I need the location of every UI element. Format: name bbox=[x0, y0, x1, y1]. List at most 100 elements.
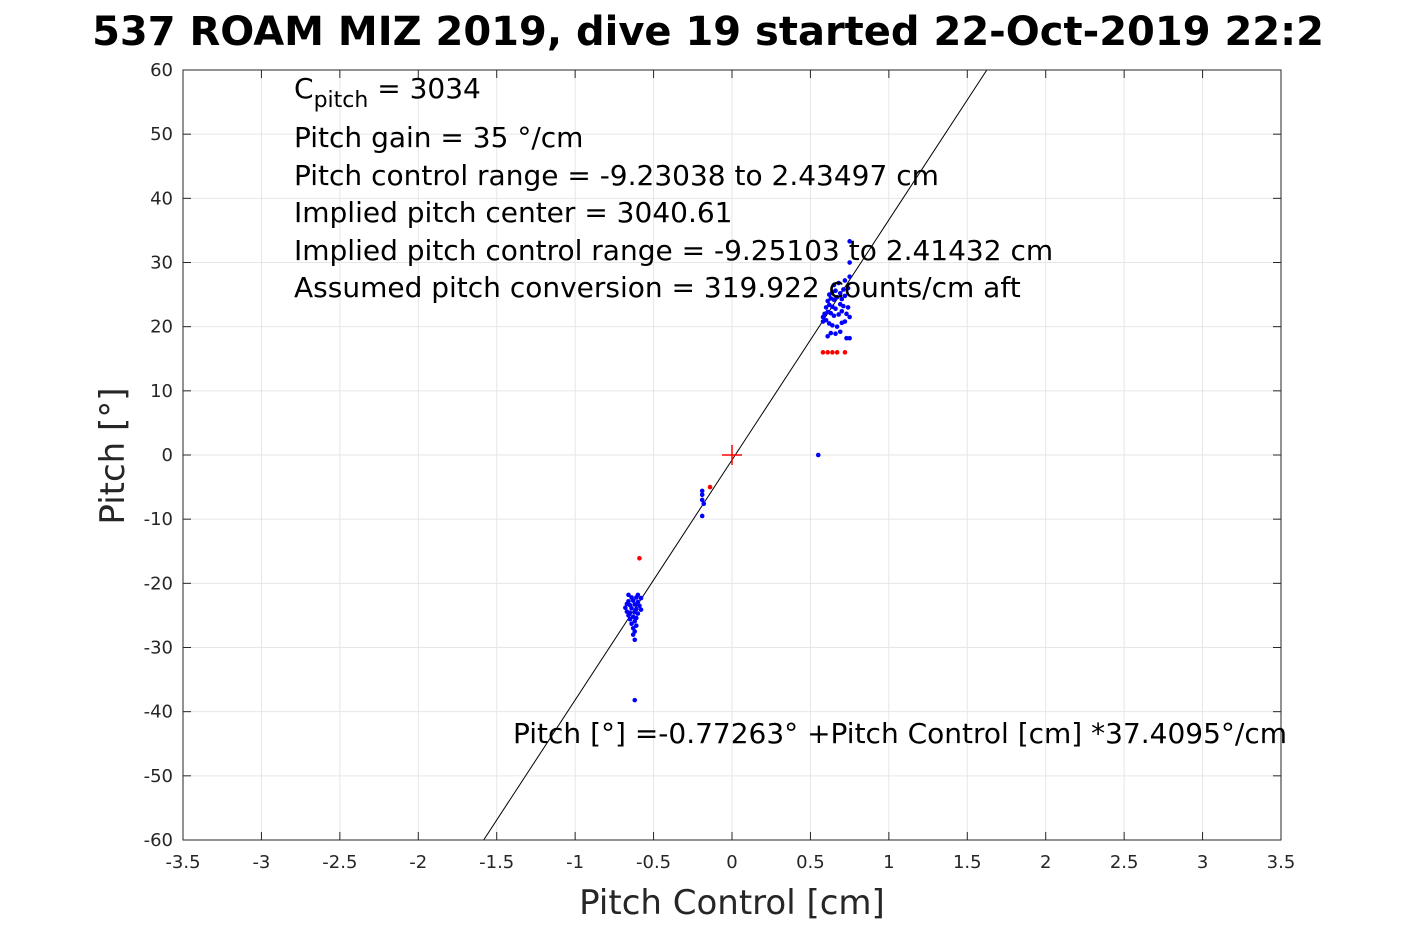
data-point bbox=[845, 285, 851, 291]
data-point bbox=[823, 305, 829, 310]
annotation-line: Assumed pitch conversion = 319.922 count… bbox=[294, 271, 1021, 304]
data-point bbox=[830, 350, 835, 355]
data-point bbox=[844, 311, 849, 317]
data-point bbox=[632, 637, 638, 643]
data-point bbox=[815, 452, 821, 458]
data-point bbox=[629, 621, 634, 627]
x-tick-label: -0.5 bbox=[636, 852, 671, 873]
data-point bbox=[825, 333, 830, 339]
data-point bbox=[820, 350, 826, 355]
data-point bbox=[847, 314, 852, 320]
data-point bbox=[842, 278, 848, 283]
data-point bbox=[825, 350, 830, 355]
annotation-line: Implied pitch center = 3040.61 bbox=[294, 196, 732, 229]
data-point bbox=[632, 602, 638, 607]
data-point bbox=[630, 632, 636, 637]
annotation-line: Pitch gain = 35 °/cm bbox=[294, 121, 583, 154]
data-point bbox=[638, 607, 644, 612]
chart-title: 537 ROAM MIZ 2019, dive 19 started 22-Oc… bbox=[92, 9, 1324, 55]
data-point bbox=[834, 294, 840, 300]
data-point bbox=[847, 239, 852, 244]
data-point bbox=[632, 618, 638, 624]
data-point bbox=[699, 492, 705, 498]
data-point bbox=[831, 297, 837, 303]
data-point bbox=[834, 324, 840, 329]
data-point bbox=[634, 623, 639, 628]
x-tick-label: 1 bbox=[883, 852, 894, 873]
x-tick-label: -1 bbox=[566, 852, 584, 873]
data-point bbox=[842, 350, 848, 355]
cpitch-subscript: pitch bbox=[314, 88, 369, 113]
data-point bbox=[823, 317, 829, 323]
data-point bbox=[825, 298, 830, 304]
annotation-line: Pitch control range = -9.23038 to 2.4349… bbox=[294, 159, 939, 192]
data-point bbox=[839, 308, 845, 314]
data-point bbox=[837, 291, 843, 296]
x-tick-label: -3 bbox=[252, 852, 270, 873]
x-tick-label: 1.5 bbox=[953, 852, 982, 873]
y-tick-label: -20 bbox=[144, 573, 173, 594]
data-point bbox=[638, 595, 644, 601]
data-point bbox=[841, 303, 846, 309]
y-tick-label: 60 bbox=[150, 60, 173, 81]
annotation-line: Implied pitch control range = -9.25103 t… bbox=[294, 234, 1053, 267]
cpitch-annotation: Cpitch = 3034 bbox=[294, 72, 481, 113]
data-point bbox=[828, 310, 834, 316]
data-point bbox=[626, 613, 631, 618]
x-tick-label: 3.5 bbox=[1267, 852, 1296, 873]
data-point bbox=[626, 592, 631, 598]
y-tick-label: -30 bbox=[144, 638, 173, 659]
data-point bbox=[634, 595, 639, 600]
x-tick-label: 0.5 bbox=[796, 852, 825, 873]
data-point bbox=[837, 329, 843, 335]
y-tick-label: -10 bbox=[144, 509, 173, 530]
x-tick-label: -3.5 bbox=[165, 852, 200, 873]
x-tick-label: -1.5 bbox=[479, 852, 514, 873]
x-axis-label: Pitch Control [cm] bbox=[579, 883, 885, 923]
data-point bbox=[847, 335, 852, 341]
x-tick-label: 2 bbox=[1040, 852, 1051, 873]
y-ticks: -60 -50 -40 -30 -20 -10 0 10 20 30 40 50 60 bbox=[144, 60, 1281, 851]
data-point bbox=[833, 331, 838, 337]
x-tick-label: -2.5 bbox=[322, 852, 357, 873]
data-point bbox=[833, 288, 838, 294]
cpitch-value: = 3034 bbox=[368, 72, 481, 105]
center-marker bbox=[722, 445, 742, 465]
fit-equation: Pitch [°] =-0.77263° +Pitch Control [cm]… bbox=[513, 717, 1287, 750]
data-point bbox=[699, 497, 705, 503]
data-point bbox=[701, 501, 707, 507]
data-point bbox=[834, 350, 840, 355]
x-tick-label: 0 bbox=[726, 852, 737, 873]
data-point bbox=[831, 282, 837, 288]
data-point bbox=[699, 488, 705, 494]
y-axis-label: Pitch [°] bbox=[93, 387, 133, 524]
data-point bbox=[826, 292, 832, 297]
y-tick-label: 30 bbox=[150, 253, 173, 274]
data-point bbox=[831, 313, 837, 319]
y-tick-label: -60 bbox=[144, 830, 173, 851]
data-point bbox=[847, 274, 852, 279]
x-tick-label: 3 bbox=[1197, 852, 1208, 873]
data-point bbox=[830, 323, 835, 328]
data-point bbox=[635, 611, 641, 616]
data-point bbox=[707, 484, 713, 490]
data-point bbox=[699, 513, 705, 519]
x-tick-label: -2 bbox=[409, 852, 427, 873]
x-ticks: -3.5 -3 -2.5 -2 -1.5 -1 -0.5 0 0.5 1 1.5 2 2.5 3 3.5 bbox=[165, 70, 1295, 873]
data-point bbox=[841, 287, 846, 292]
y-tick-label: -50 bbox=[144, 766, 173, 787]
data-point bbox=[842, 293, 848, 299]
grid bbox=[182, 69, 1282, 841]
cpitch-main: C bbox=[294, 72, 314, 105]
data-point bbox=[833, 306, 838, 312]
data-point bbox=[629, 606, 634, 611]
y-tick-label: 40 bbox=[150, 188, 173, 209]
y-tick-label: 20 bbox=[150, 317, 173, 338]
data-point bbox=[632, 697, 638, 703]
data-point bbox=[845, 305, 851, 310]
data-point bbox=[637, 556, 642, 561]
y-tick-label: -40 bbox=[144, 702, 173, 723]
data-point bbox=[635, 599, 641, 605]
y-tick-label: 10 bbox=[150, 381, 173, 402]
